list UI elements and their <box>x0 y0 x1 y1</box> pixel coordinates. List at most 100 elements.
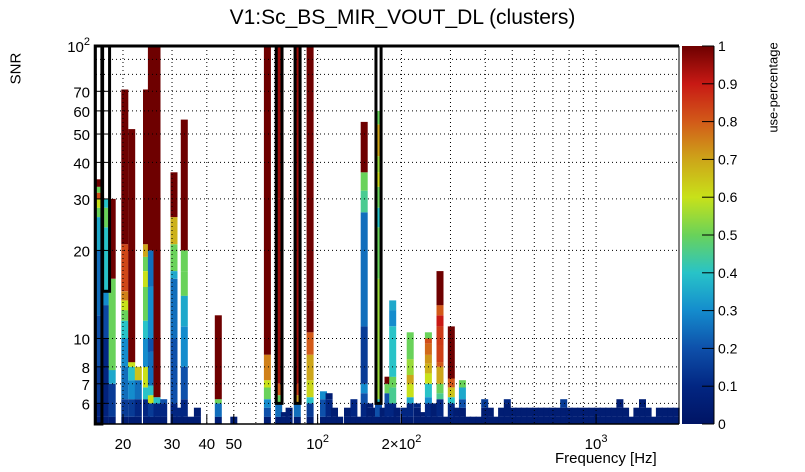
heatmap-cell <box>520 416 528 424</box>
heatmap-column <box>667 407 675 424</box>
y-tick-label: 10 <box>73 331 90 348</box>
y-tick-label: 8 <box>82 360 90 377</box>
heatmap-cell <box>306 46 314 301</box>
heatmap-cell <box>375 278 382 400</box>
heatmap-cell <box>275 416 283 424</box>
heatmap-cell <box>355 416 363 424</box>
heatmap-cell <box>121 310 129 321</box>
heatmap-cell <box>389 300 397 311</box>
x-tick-label: 2×102 <box>381 433 421 453</box>
heatmap-cell <box>644 416 652 424</box>
heatmap-column <box>593 407 601 424</box>
heatmap-cell <box>475 416 483 424</box>
heatmap-cell <box>599 407 607 417</box>
heatmap-cell <box>94 416 102 424</box>
heatmap-cell <box>306 416 314 424</box>
heatmap-column <box>605 407 613 424</box>
heatmap-cell <box>128 416 136 424</box>
heatmap-cell <box>560 416 568 424</box>
heatmap-cell <box>180 399 188 417</box>
heatmap-cell <box>672 416 680 424</box>
heatmap-cell <box>406 403 414 417</box>
heatmap-cell <box>588 416 596 424</box>
heatmap-cell <box>661 416 669 424</box>
heatmap-cell <box>143 416 150 424</box>
heatmap-cell <box>170 338 178 404</box>
heatmap-column <box>430 403 438 424</box>
heatmap-cell <box>263 354 271 381</box>
heatmap-cell <box>577 416 584 424</box>
heatmap-cell <box>160 416 168 424</box>
heatmap-cell <box>263 46 271 355</box>
heatmap-column <box>548 407 556 424</box>
heatmap-cell <box>627 416 635 424</box>
heatmap-cell <box>121 244 129 292</box>
heatmap-column <box>582 407 590 424</box>
heatmap-cell <box>320 391 327 400</box>
heatmap-cell <box>447 397 455 404</box>
heatmap-column <box>532 407 539 424</box>
heatmap-column <box>650 416 658 424</box>
heatmap-cell <box>582 416 590 424</box>
colorbar-tick-label: 0.6 <box>718 189 738 205</box>
heatmap-cell <box>406 359 414 375</box>
x-tick-label: 40 <box>198 436 215 453</box>
heatmap-column <box>509 407 517 424</box>
heatmap-column <box>293 46 301 424</box>
heatmap-cell <box>360 121 368 173</box>
heatmap-cell <box>121 300 129 311</box>
heatmap-cell <box>424 354 432 364</box>
heatmap-cell <box>360 212 368 327</box>
heatmap-cell <box>375 403 382 417</box>
heatmap-cell <box>121 291 129 301</box>
heatmap-cell <box>275 46 283 199</box>
chart-title: V1:Sc_BS_MIR_VOUT_DL (clusters) <box>229 6 576 29</box>
heatmap-cell <box>389 310 397 327</box>
colorbar-tick-label: 0 <box>718 416 726 432</box>
heatmap-column <box>214 315 222 424</box>
heatmap-cell <box>147 395 155 404</box>
heatmap-cell <box>375 110 382 125</box>
heatmap-cell <box>593 416 601 424</box>
heatmap-cell <box>160 399 168 404</box>
heatmap-column <box>655 407 663 424</box>
heatmap-cell <box>187 416 195 424</box>
heatmap-cell <box>469 416 477 424</box>
heatmap-cell <box>458 399 466 408</box>
heatmap-cell <box>424 383 432 398</box>
heatmap-cell <box>537 407 545 417</box>
colorbar: 0 0.1 0.2 0.3 0.4 0.5 0.6 0.7 0.8 0.9 1 <box>682 38 738 432</box>
heatmap-cell <box>101 227 109 292</box>
heatmap-column <box>375 110 382 424</box>
heatmap-cell <box>325 393 333 400</box>
heatmap-cell <box>263 407 271 417</box>
heatmap-column <box>571 407 579 424</box>
heatmap-column <box>492 416 500 424</box>
heatmap-column <box>285 407 293 424</box>
heatmap-cell <box>379 407 387 417</box>
heatmap-column <box>560 399 568 424</box>
heatmap-cell <box>430 416 438 424</box>
colorbar-tick-label: 1 <box>718 38 726 54</box>
y-tick-label: 60 <box>73 104 90 121</box>
heatmap-cell <box>447 326 455 379</box>
heatmap-cell <box>101 207 109 228</box>
heatmap-cell <box>180 326 188 367</box>
heatmap-cell <box>424 363 432 374</box>
heatmap-column <box>453 407 461 424</box>
heatmap-column <box>661 407 669 424</box>
heatmap-cell <box>350 399 358 417</box>
heatmap-cell <box>532 416 539 424</box>
heatmap-cell <box>108 278 116 371</box>
heatmap-cell <box>436 315 444 327</box>
heatmap-column <box>436 271 444 424</box>
x-tick-label: 30 <box>164 436 181 453</box>
heatmap-cell <box>492 416 500 424</box>
heatmap-cell <box>498 407 506 417</box>
heatmap-column <box>627 416 635 424</box>
heatmap-cell <box>101 291 109 306</box>
heatmap-cell <box>389 416 397 424</box>
heatmap-cell <box>94 179 102 187</box>
heatmap-cell <box>134 416 142 424</box>
heatmap-cell <box>160 403 168 417</box>
